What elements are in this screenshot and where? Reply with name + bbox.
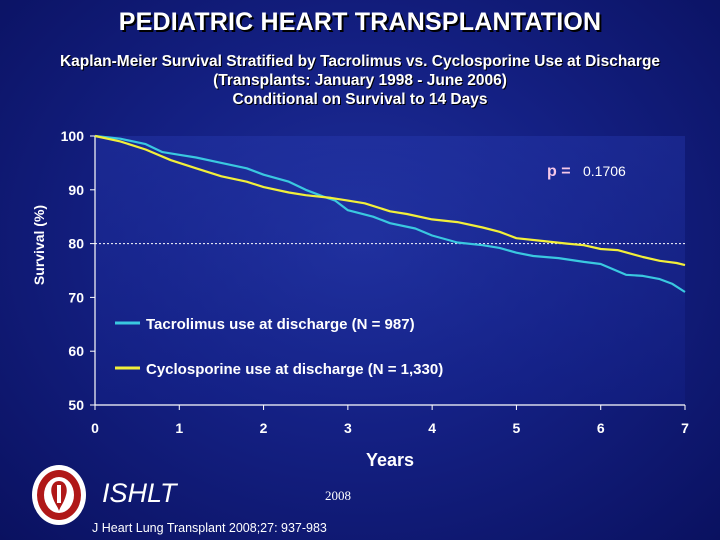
series-line-tacrolimus	[94, 134, 686, 293]
plot-area	[95, 136, 685, 405]
x-tick-label: 2	[260, 420, 268, 436]
subtitle-line-1: Kaplan-Meier Survival Stratified by Tacr…	[59, 53, 661, 70]
x-axis-label: Years	[366, 450, 414, 470]
y-tick-label: 60	[68, 343, 84, 359]
legend-label-tacrolimus: Tacrolimus use at discharge (N = 987)	[146, 316, 415, 333]
y-tick-label: 100	[61, 128, 85, 144]
x-tick-label: 5	[513, 420, 521, 436]
subtitle-line-3: Conditional on Survival to 14 Days	[232, 91, 488, 108]
subtitle-line-2: (Transplants: January 1998 - June 2006)	[213, 72, 507, 89]
p-value: 0.1706	[583, 163, 626, 179]
ishlt-logo-icon	[32, 465, 86, 525]
x-tick-label: 0	[91, 420, 99, 436]
x-tick-label: 6	[597, 420, 605, 436]
y-tick-label: 90	[68, 182, 84, 198]
x-tick-label: 1	[175, 420, 183, 436]
organization-name: ISHLT	[102, 478, 177, 508]
x-tick-label: 3	[344, 420, 352, 436]
y-tick-label: 80	[68, 236, 84, 252]
page-title: PEDIATRIC HEART TRANSPLANTATION	[118, 8, 602, 36]
legend: Tacrolimus use at discharge (N = 987) Cy…	[115, 316, 443, 378]
chart-subtitle: Kaplan-Meier Survival Stratified by Tacr…	[0, 52, 720, 109]
p-value-label: p =	[547, 163, 571, 180]
y-tick-label: 70	[68, 289, 84, 305]
citation: J Heart Lung Transplant 2008;27: 937-983	[92, 521, 327, 535]
report-year: 2008	[325, 488, 351, 503]
legend-label-cyclosporine: Cyclosporine use at discharge (N = 1,330…	[146, 361, 443, 378]
x-tick-label: 4	[428, 420, 436, 436]
y-tick-label: 50	[68, 397, 84, 413]
series-line-cyclosporine	[94, 134, 686, 267]
y-axis-label: Survival (%)	[31, 205, 47, 285]
x-tick-label: 7	[681, 420, 689, 436]
